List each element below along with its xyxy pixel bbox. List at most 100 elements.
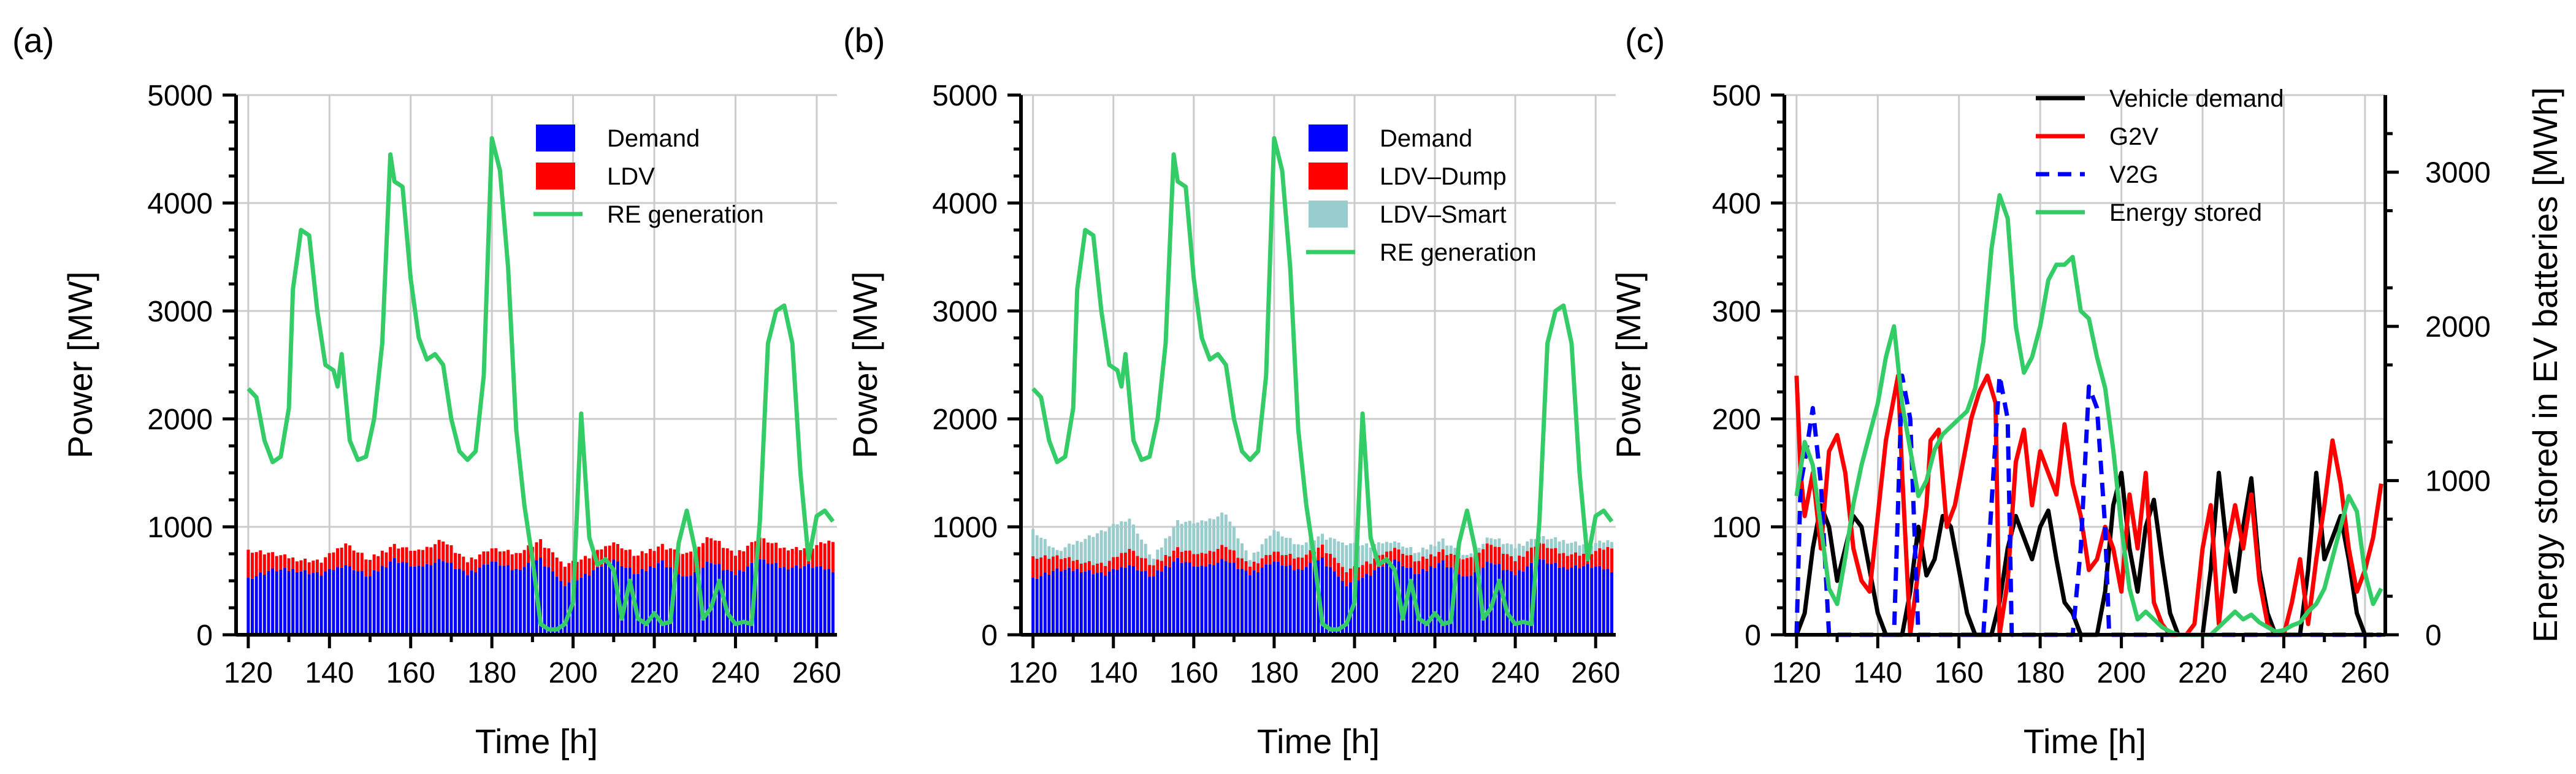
demand-bar — [1220, 559, 1224, 635]
ldv-dump-bar — [1091, 565, 1095, 575]
ldv-bar — [795, 546, 798, 565]
ldv-bar — [579, 559, 583, 578]
ldv-smart-bar — [1240, 543, 1244, 559]
ldv-bar — [620, 548, 624, 566]
ldv-smart-bar — [1505, 543, 1509, 554]
demand-bar — [612, 559, 616, 635]
ldv-bar — [470, 557, 473, 571]
ldv-dump-bar — [1510, 556, 1513, 571]
ldv-smart-bar — [1365, 543, 1369, 562]
demand-bar — [417, 565, 421, 635]
legend-label: RE generation — [607, 201, 764, 228]
ldv-dump-bar — [1481, 549, 1485, 568]
ldv-bar — [287, 558, 291, 571]
ldv-smart-bar — [1184, 521, 1188, 551]
ldv-smart-bar — [1055, 550, 1059, 556]
ldv-bar — [583, 556, 587, 574]
demand-bar — [360, 570, 364, 635]
y-axis-label: Power [MW] — [61, 272, 99, 459]
demand-bar — [543, 566, 546, 635]
demand-bar — [470, 570, 473, 635]
demand-bar — [1429, 566, 1433, 635]
ldv-dump-bar — [1104, 565, 1107, 576]
ldv-bar — [539, 539, 543, 558]
demand-bar — [324, 572, 327, 635]
ldv-dump-bar — [1301, 558, 1304, 570]
y-tick-label: 3000 — [147, 296, 213, 328]
demand-bar — [1461, 576, 1465, 635]
ldv-bar — [441, 541, 445, 561]
ldv-dump-bar — [1196, 554, 1199, 567]
ldv-smart-bar — [1526, 541, 1529, 551]
ldv-bar — [555, 558, 559, 577]
demand-bar — [356, 571, 360, 635]
ldv-dump-bar — [1208, 551, 1212, 564]
ldv-dump-bar — [1570, 554, 1573, 568]
demand-bar — [559, 580, 563, 635]
y-tick-label: 2000 — [932, 404, 998, 436]
ldv-bar — [291, 557, 295, 569]
demand-bar — [657, 563, 660, 635]
ldv-dump-bar — [1594, 551, 1597, 567]
ldv-smart-bar — [1425, 549, 1429, 559]
demand-bar — [1469, 575, 1473, 635]
ldv-dump-bar — [1136, 556, 1139, 570]
ldv-smart-bar — [1164, 538, 1168, 555]
demand-bar — [1510, 570, 1513, 635]
ldv-bar — [652, 551, 656, 568]
demand-bar — [1457, 574, 1461, 635]
ldv-smart-bar — [1099, 530, 1103, 563]
ldv-bar — [369, 559, 372, 577]
ldv-dump-bar — [1152, 565, 1155, 577]
ldv-bar — [770, 543, 774, 564]
ldv-smart-bar — [1208, 518, 1212, 551]
ldv-dump-bar — [1076, 559, 1079, 569]
ldv-bar — [535, 542, 538, 561]
demand-bar — [1172, 561, 1175, 635]
demand-bar — [1546, 563, 1550, 635]
x-tick-label: 140 — [1853, 657, 1902, 689]
demand-bar — [1437, 563, 1441, 635]
demand-bar — [815, 567, 819, 635]
ldv-dump-bar — [1337, 562, 1340, 577]
ldv-bar — [587, 558, 591, 576]
ldv-dump-bar — [1188, 550, 1191, 562]
ldv-bar — [746, 545, 749, 567]
demand-bar — [1513, 575, 1517, 635]
ldv-smart-bar — [1573, 542, 1577, 553]
demand-bar — [1573, 565, 1577, 635]
demand-bar — [478, 567, 481, 635]
ldv-dump-bar — [1610, 548, 1613, 572]
demand-bar — [608, 562, 611, 635]
demand-bar — [389, 561, 392, 635]
ldv-smart-bar — [1280, 536, 1284, 556]
x-tick-label: 140 — [1089, 657, 1138, 689]
demand-bar — [583, 573, 587, 635]
ldv-bar — [372, 554, 376, 570]
demand-bar — [782, 567, 786, 635]
demand-bar — [1586, 564, 1589, 635]
ldv-bar — [262, 554, 266, 575]
demand-bar — [287, 570, 291, 635]
legend-swatch — [536, 125, 575, 151]
ldv-bar — [413, 550, 416, 567]
ldv-smart-bar — [1216, 516, 1220, 549]
ldv-dump-bar — [1264, 554, 1268, 565]
demand-bar — [397, 562, 400, 635]
ldv-bar — [336, 548, 340, 567]
x-tick-label: 220 — [630, 657, 679, 689]
demand-bar — [413, 566, 416, 635]
legend-swatch — [1309, 125, 1348, 151]
ldv-bar — [405, 547, 408, 562]
demand-bar — [1268, 564, 1272, 635]
ldv-smart-bar — [1276, 531, 1280, 552]
demand-bar — [1232, 562, 1236, 635]
ldv-smart-bar — [1047, 546, 1051, 559]
ldv-dump-bar — [1521, 556, 1525, 572]
ldv-smart-bar — [1393, 541, 1397, 548]
ldv-dump-bar — [1268, 554, 1272, 565]
demand-bar — [1309, 562, 1312, 635]
ldv-smart-bar — [1449, 545, 1453, 554]
ldv-bar — [376, 556, 380, 572]
ldv-bar — [254, 552, 258, 577]
